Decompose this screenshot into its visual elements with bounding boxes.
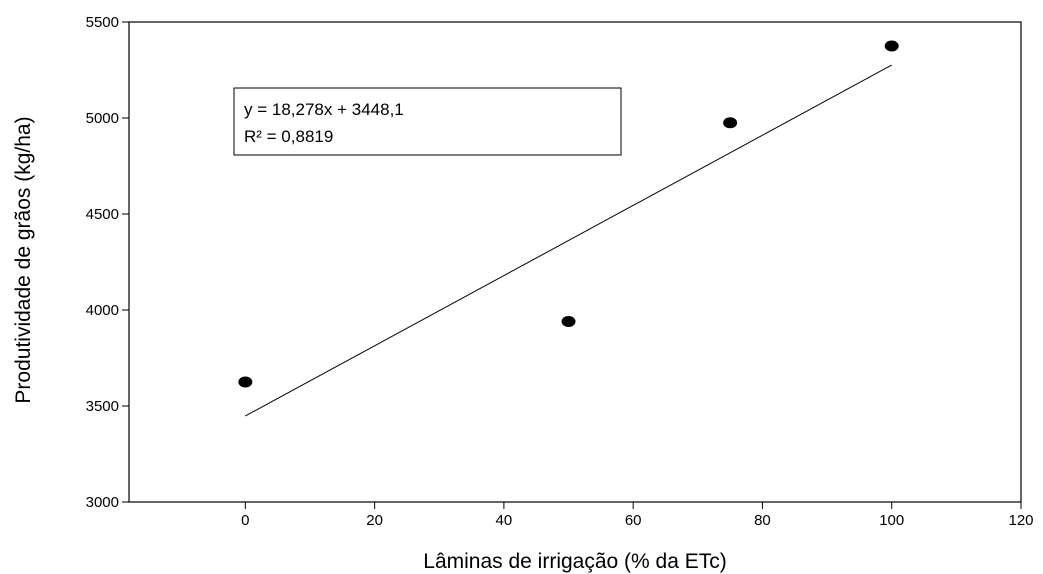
data-point: [561, 316, 576, 328]
trendline: [245, 64, 892, 417]
x-tick-label: 0: [241, 512, 249, 529]
y-axis-title: Produtividade de grãos (kg/ha): [12, 116, 35, 403]
equation-box: [233, 87, 622, 156]
x-tick-label: 80: [754, 512, 771, 529]
data-point: [723, 117, 738, 129]
x-tick-label: 20: [366, 512, 383, 529]
y-tick-label: 5500: [86, 14, 119, 31]
x-tick-label: 40: [496, 512, 513, 529]
r-squared-label: R² = 0,8819: [244, 127, 333, 146]
y-tick-label: 5000: [86, 110, 119, 127]
y-tick-label: 4000: [86, 302, 119, 319]
data-point: [884, 40, 899, 52]
x-tick-label: 60: [625, 512, 642, 529]
x-tick-label: 100: [879, 512, 904, 529]
y-tick-label: 3500: [86, 398, 119, 415]
plot-area: [128, 21, 1022, 503]
x-tick-label: 120: [1008, 512, 1033, 529]
regression-equation: y = 18,278x + 3448,1: [244, 100, 404, 119]
y-tick-label: 3000: [86, 494, 119, 511]
x-axis-title: Lâminas de irrigação (% da ETc): [423, 550, 726, 573]
data-point: [238, 376, 253, 388]
y-tick-label: 4500: [86, 206, 119, 223]
